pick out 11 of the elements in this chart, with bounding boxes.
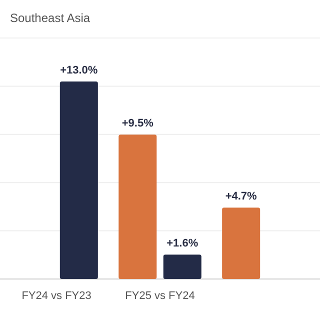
x-tick-label: FY25 vs FY24 bbox=[125, 290, 195, 302]
data-label: +9.5% bbox=[122, 118, 154, 130]
bar bbox=[222, 208, 260, 279]
x-tick-label: FY24 vs FY23 bbox=[22, 290, 92, 302]
data-label: +4.7% bbox=[225, 190, 258, 203]
chart-title: Southeast Asia bbox=[10, 11, 90, 25]
bar bbox=[118, 134, 157, 279]
data-label: +13.0% bbox=[60, 64, 98, 76]
bar bbox=[163, 254, 202, 279]
data-label: +1.6% bbox=[166, 238, 198, 250]
bar bbox=[60, 81, 98, 279]
